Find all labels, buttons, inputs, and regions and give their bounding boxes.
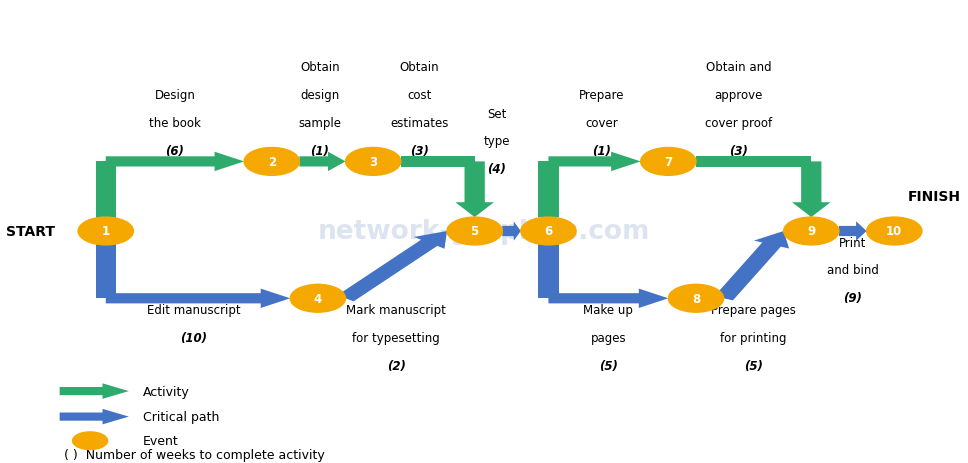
Polygon shape — [538, 232, 559, 299]
Polygon shape — [60, 409, 129, 425]
Polygon shape — [338, 232, 447, 302]
Text: cover proof: cover proof — [705, 117, 772, 130]
Circle shape — [668, 285, 724, 313]
Text: the book: the book — [149, 117, 200, 130]
Text: (6): (6) — [166, 144, 184, 157]
Circle shape — [78, 218, 134, 245]
Text: 9: 9 — [807, 225, 815, 238]
Circle shape — [290, 285, 346, 313]
Text: 2: 2 — [268, 156, 276, 169]
Polygon shape — [549, 289, 668, 308]
Text: type: type — [484, 135, 510, 148]
Text: Prepare: Prepare — [579, 89, 624, 102]
Text: Mark manuscript: Mark manuscript — [347, 303, 446, 316]
Text: 7: 7 — [664, 156, 673, 169]
Circle shape — [866, 218, 922, 245]
Circle shape — [244, 148, 299, 176]
Text: network-graphics.com: network-graphics.com — [318, 219, 650, 244]
Text: Edit manuscript: Edit manuscript — [146, 303, 240, 316]
Polygon shape — [106, 289, 290, 308]
Text: (1): (1) — [592, 144, 612, 157]
Text: cover: cover — [586, 117, 619, 130]
Polygon shape — [549, 152, 641, 172]
Text: design: design — [300, 89, 340, 102]
Text: (3): (3) — [729, 144, 748, 157]
Text: (2): (2) — [387, 359, 406, 372]
Polygon shape — [455, 162, 494, 218]
Circle shape — [521, 218, 576, 245]
Text: ( )  Number of weeks to complete activity: ( ) Number of weeks to complete activity — [64, 448, 325, 461]
Text: 6: 6 — [544, 225, 553, 238]
Circle shape — [447, 218, 502, 245]
Text: 5: 5 — [470, 225, 479, 238]
Text: (3): (3) — [409, 144, 429, 157]
Polygon shape — [299, 152, 346, 172]
Text: (9): (9) — [843, 292, 862, 305]
Text: sample: sample — [298, 117, 341, 130]
Polygon shape — [839, 222, 866, 241]
Text: 4: 4 — [314, 292, 322, 305]
Text: 3: 3 — [369, 156, 378, 169]
Text: Activity: Activity — [142, 385, 190, 398]
Text: (5): (5) — [599, 359, 618, 372]
Text: (10): (10) — [180, 331, 207, 344]
Text: START: START — [6, 225, 55, 238]
Text: (1): (1) — [311, 144, 329, 157]
Text: Prepare pages: Prepare pages — [711, 303, 796, 316]
Circle shape — [784, 218, 839, 245]
Text: Event: Event — [142, 434, 178, 447]
Polygon shape — [502, 222, 521, 241]
Text: Print: Print — [839, 236, 866, 249]
Text: Design: Design — [155, 89, 196, 102]
Text: for printing: for printing — [720, 331, 786, 344]
Circle shape — [73, 432, 107, 450]
Text: 10: 10 — [886, 225, 902, 238]
Text: Make up: Make up — [584, 303, 633, 316]
Polygon shape — [96, 162, 116, 232]
Polygon shape — [96, 232, 116, 299]
Text: cost: cost — [408, 89, 432, 102]
Text: Obtain and: Obtain and — [706, 61, 771, 74]
Circle shape — [641, 148, 696, 176]
Text: pages: pages — [590, 331, 626, 344]
Text: Critical path: Critical path — [142, 410, 219, 423]
Polygon shape — [792, 162, 831, 218]
Polygon shape — [696, 157, 811, 167]
Polygon shape — [60, 383, 129, 399]
Text: approve: approve — [714, 89, 763, 102]
Text: Obtain: Obtain — [300, 61, 340, 74]
Circle shape — [346, 148, 401, 176]
Text: Obtain: Obtain — [400, 61, 439, 74]
Text: 1: 1 — [102, 225, 109, 238]
Polygon shape — [401, 157, 474, 167]
Polygon shape — [106, 152, 244, 172]
Text: (4): (4) — [487, 163, 506, 176]
Text: Set: Set — [487, 107, 506, 120]
Text: FINISH: FINISH — [908, 190, 961, 204]
Text: (5): (5) — [743, 359, 763, 372]
Polygon shape — [538, 162, 559, 218]
Text: 8: 8 — [692, 292, 700, 305]
Text: and bind: and bind — [827, 264, 879, 277]
Polygon shape — [714, 232, 789, 300]
Text: estimates: estimates — [390, 117, 448, 130]
Text: for typesetting: for typesetting — [352, 331, 440, 344]
